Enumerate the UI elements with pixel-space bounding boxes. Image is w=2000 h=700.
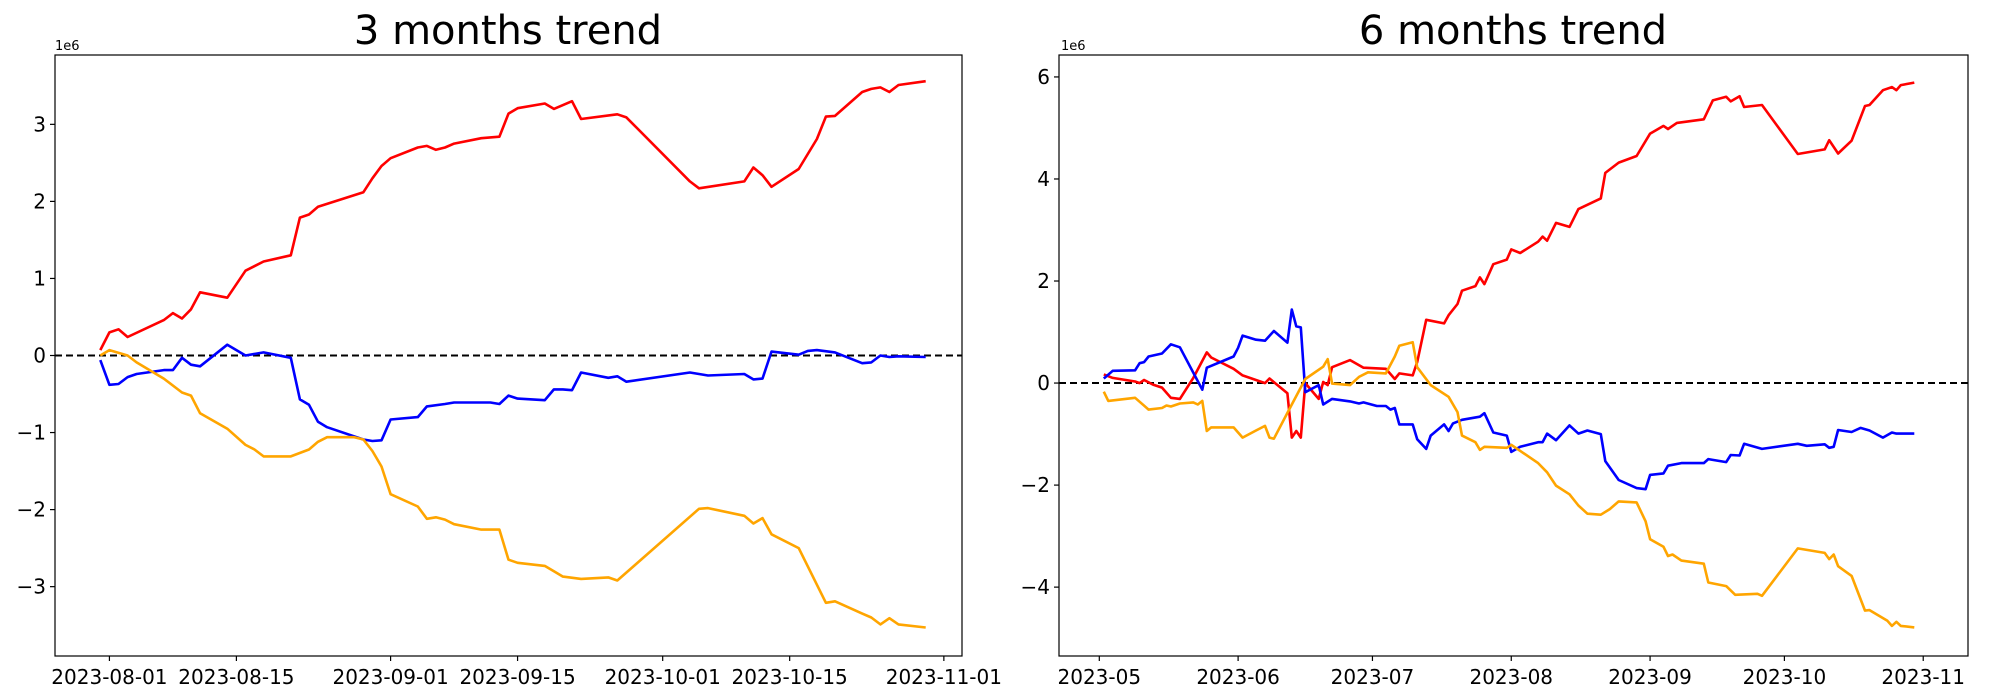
x-tick-label: 2023-10 — [1743, 665, 1827, 689]
y-tick-label: −1 — [17, 421, 46, 445]
x-tick-label: 2023-07 — [1331, 665, 1415, 689]
y-tick-label: −2 — [1021, 473, 1050, 497]
series-line-2 — [99, 348, 926, 629]
x-tick-label: 2023-06 — [1196, 665, 1280, 689]
chart-title: 6 months trend — [1359, 8, 1667, 54]
y-tick-label: 3 — [33, 112, 46, 136]
y-tick-label: 0 — [33, 344, 46, 368]
chart-3-months-trend: 3 months trend 1e6 −3 −2 −1 0 1 2 3 2023-08-01 2… — [17, 8, 1002, 689]
series-line-1 — [1102, 308, 1915, 491]
x-tick-label: 2023-09-01 — [332, 665, 448, 689]
x-tick-label: 2023-09-15 — [459, 665, 575, 689]
x-tick-label: 2023-10-15 — [732, 665, 848, 689]
x-tick-label: 2023-08-15 — [178, 665, 294, 689]
y-tick-label: −3 — [17, 575, 46, 599]
y-tick-label: −2 — [17, 498, 46, 522]
y-tick-label: −4 — [1021, 575, 1050, 599]
series-line-1 — [99, 343, 926, 443]
y-offset-text: 1e6 — [55, 39, 80, 54]
x-tick-label: 2023-11-01 — [886, 665, 1002, 689]
x-tick-label: 2023-10-01 — [605, 665, 721, 689]
y-tick-label: 0 — [1037, 371, 1050, 395]
y-offset-text: 1e6 — [1061, 39, 1086, 54]
chart-6-months-trend: 6 months trend 1e6 −4 −2 0 2 4 6 2023-05 2023-0… — [1021, 8, 1969, 689]
y-tick-label: 4 — [1037, 167, 1050, 191]
y-tick-label: 2 — [33, 189, 46, 213]
x-tick-label: 2023-05 — [1058, 665, 1142, 689]
x-tick-label: 2023-11 — [1881, 665, 1965, 689]
series-line-2 — [1102, 340, 1915, 629]
series-line-0 — [1103, 81, 1915, 439]
y-tick-label: 1 — [33, 266, 46, 290]
axes-frame — [1058, 54, 1969, 657]
x-tick-label: 2023-09 — [1608, 665, 1692, 689]
x-tick-label: 2023-08 — [1469, 665, 1553, 689]
y-tick-label: 6 — [1037, 65, 1050, 89]
y-tick-label: 2 — [1037, 269, 1050, 293]
x-tick-label: 2023-08-01 — [51, 665, 167, 689]
chart-title: 3 months trend — [354, 8, 662, 54]
series-line-0 — [99, 79, 926, 351]
